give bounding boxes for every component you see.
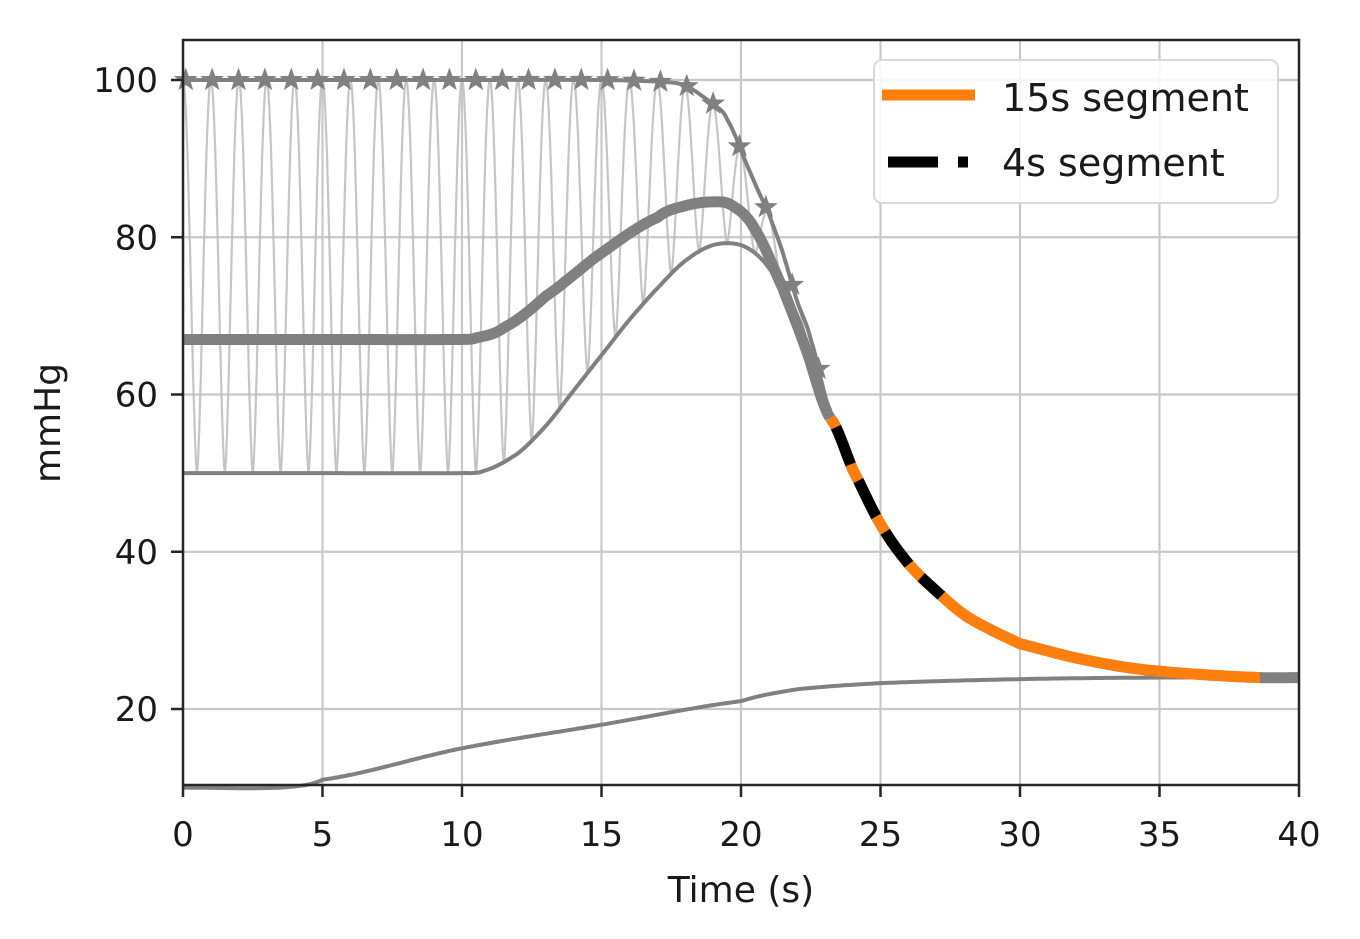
x-tick-label: 10 (440, 815, 483, 855)
highlighted-segments (825, 414, 1260, 683)
x-tick-label: 5 (312, 815, 334, 855)
legend-label-4s: 4s segment (1002, 141, 1225, 185)
x-tick-label: 35 (1138, 815, 1181, 855)
y-tick-label: 60 (115, 376, 158, 416)
star-markers (173, 67, 831, 380)
y-tick-label: 20 (115, 690, 158, 730)
pressure-waveform (182, 77, 832, 474)
x-tick-label: 25 (859, 815, 902, 855)
axis-ticks: 0 5 10 15 20 25 30 35 40 20 40 60 80 100 (93, 61, 1321, 855)
x-tick-label: 0 (172, 815, 194, 855)
legend-label-15s: 15s segment (1002, 76, 1249, 120)
legend: 15s segment 4s segment (873, 59, 1279, 204)
x-tick-label: 15 (580, 815, 623, 855)
x-tick-label: 40 (1277, 815, 1320, 855)
y-tick-label: 100 (93, 61, 158, 101)
x-tick-label: 20 (719, 815, 762, 855)
y-tick-label: 40 (115, 533, 158, 573)
y-axis-label: mmHg (28, 363, 69, 483)
x-tick-label: 30 (998, 815, 1041, 855)
x-axis-label: Time (s) (667, 870, 814, 911)
y-tick-label: 80 (115, 218, 158, 258)
